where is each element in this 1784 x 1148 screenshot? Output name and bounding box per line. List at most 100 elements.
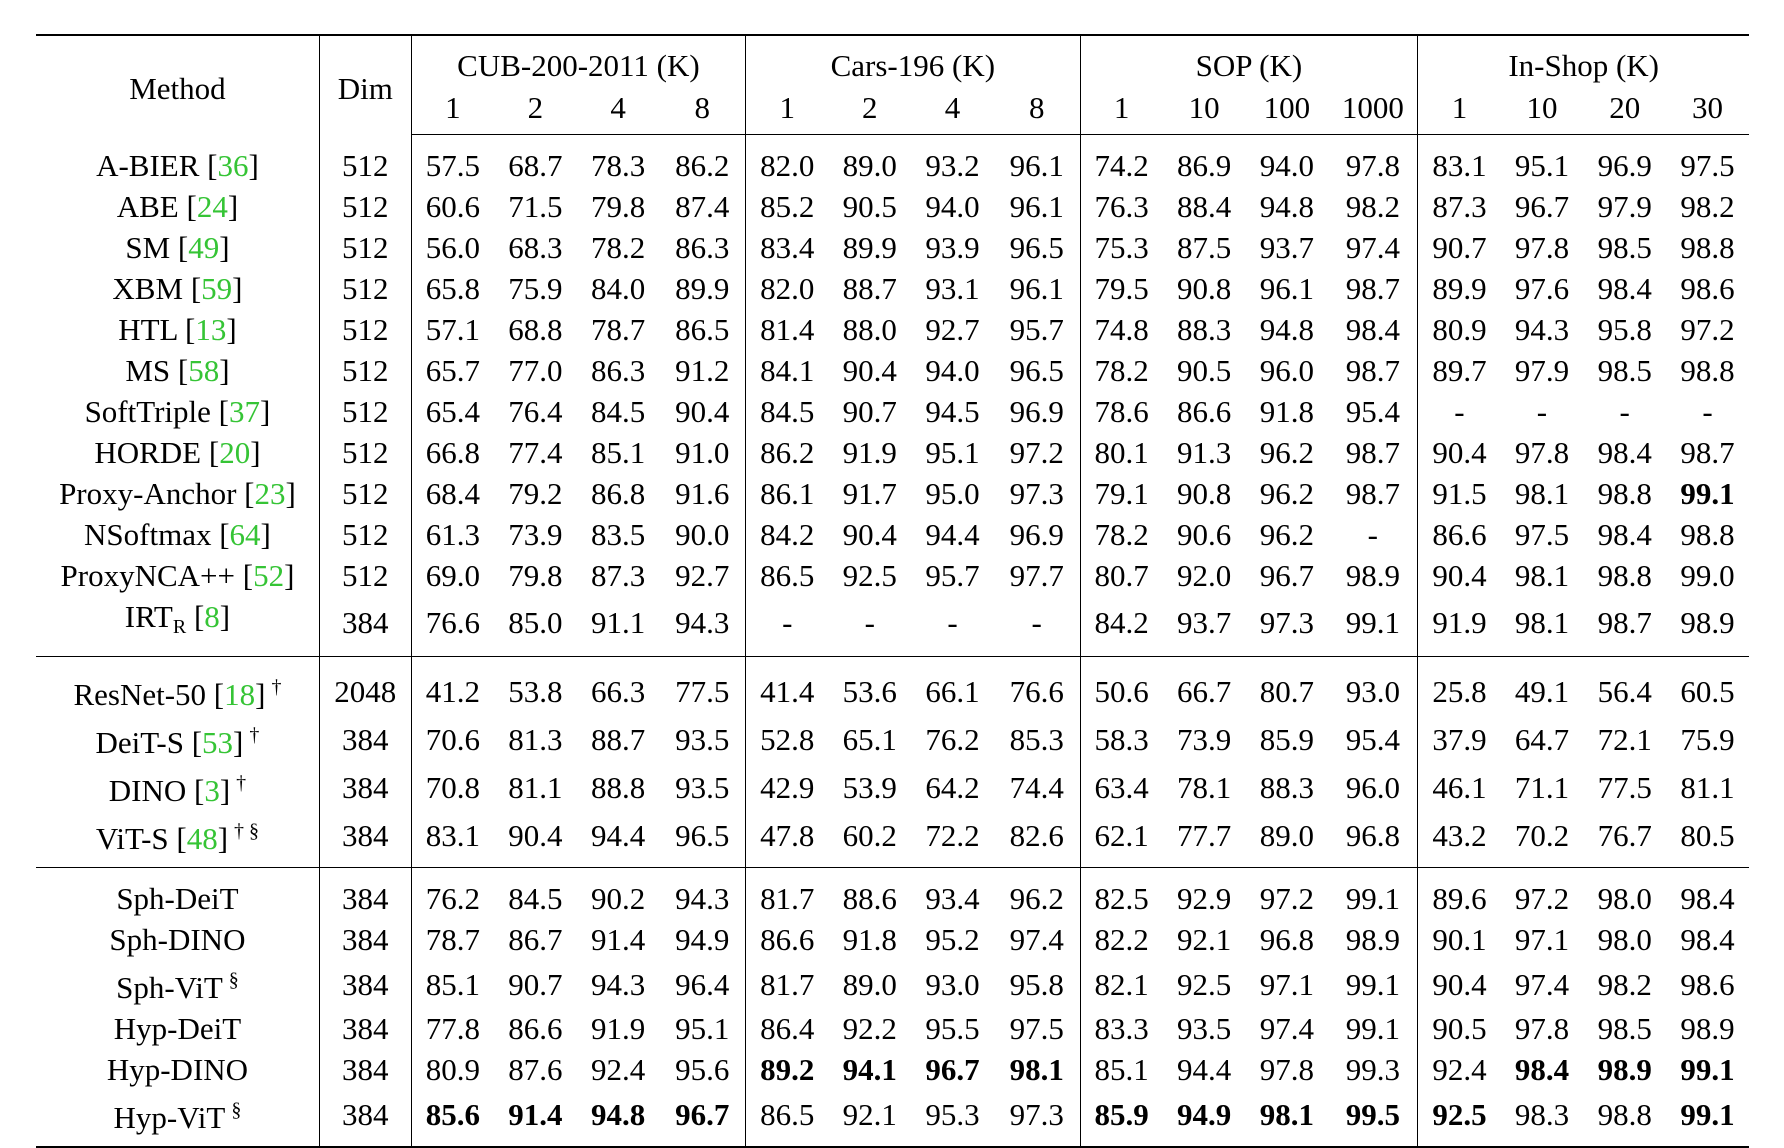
value-cell: 91.9 xyxy=(1417,596,1501,657)
value-cell: 98.8 xyxy=(1680,517,1735,552)
method-cell: Hyp-ViT § xyxy=(36,1090,319,1147)
value-cell: 75.9 xyxy=(508,271,563,306)
section-baselines: A-BIER [36] 512 57.5 68.7 78.3 86.2 82.0 89.0 93… xyxy=(36,134,1749,657)
value-cell: 88.3 xyxy=(1177,312,1232,347)
value-cell: 68.8 xyxy=(508,312,563,347)
method-name: Hyp-ViT xyxy=(113,1100,226,1135)
value-cell: 46.1 xyxy=(1417,763,1501,811)
citation-link[interactable]: 3 xyxy=(204,773,220,808)
table-row: ABE [24] 512 60.6 71.5 79.8 87.4 85.2 90.5 94.0 9… xyxy=(36,186,1749,227)
method-name: Hyp-DINO xyxy=(106,1052,249,1087)
value-cell: 82.0 xyxy=(745,268,829,309)
value-cell: 97.4 xyxy=(1345,230,1400,265)
header-k-cell: 8 xyxy=(659,88,746,135)
header-dim: Dim xyxy=(318,34,412,135)
value-cell: 96.9 xyxy=(1009,517,1064,552)
value-cell: 91.8 xyxy=(842,922,897,957)
value-cell: 72.2 xyxy=(925,817,980,853)
value-cell: 90.8 xyxy=(1177,271,1232,306)
citation-link[interactable]: 36 xyxy=(217,147,249,183)
value-cell: 97.3 xyxy=(1009,476,1064,511)
header-k-cell: 1 xyxy=(410,88,494,135)
citation-link[interactable]: 59 xyxy=(201,271,233,306)
header-group-cub: CUB-200-2011 (K) xyxy=(410,34,746,88)
header-k-row: 1 2 4 8 1 2 4 8 1 10 100 1000 1 10 20 30 xyxy=(36,88,1749,135)
table-row: DINO [3] † 384 70.8 81.1 88.8 93.5 42.9 53.9 64.2… xyxy=(36,763,1749,811)
value-cell: 76.3 xyxy=(1079,186,1163,227)
citation-link[interactable]: 48 xyxy=(186,821,218,856)
dim-cell: 384 xyxy=(318,1090,412,1147)
value-cell: 97.8 xyxy=(1259,1052,1315,1087)
value-cell: 86.6 xyxy=(1177,394,1232,429)
value-cell: 85.3 xyxy=(1009,721,1064,757)
citation-link[interactable]: 23 xyxy=(254,476,286,511)
table-row: Sph-DINO 384 78.7 86.7 91.4 94.9 86.6 91.8 95.2 9… xyxy=(36,919,1749,960)
value-cell: 43.2 xyxy=(1417,811,1501,868)
value-cell: 70.2 xyxy=(1514,817,1570,853)
header-k-cell: 2 xyxy=(828,88,912,135)
citation-link[interactable]: 52 xyxy=(253,558,285,593)
value-cell: 96.7 xyxy=(1259,558,1315,593)
method-name: Hyp-DeiT xyxy=(113,1011,242,1046)
header-k-cell: 20 xyxy=(1583,88,1667,135)
value-cell: 65.1 xyxy=(842,721,897,757)
method-name: XBM xyxy=(112,271,184,306)
citation-link[interactable]: 18 xyxy=(224,677,256,712)
citation-link[interactable]: 13 xyxy=(195,312,227,347)
value-cell: 74.4 xyxy=(1009,769,1064,805)
citation-link[interactable]: 49 xyxy=(188,230,220,265)
dim-cell: 512 xyxy=(318,268,412,309)
method-cell: NSoftmax [64] xyxy=(84,517,271,552)
value-cell: 87.3 xyxy=(1417,186,1501,227)
citation-link[interactable]: 24 xyxy=(196,189,228,224)
dim-cell: 512 xyxy=(318,432,412,473)
value-cell: 49.1 xyxy=(1500,656,1584,715)
method-name: HTL xyxy=(118,312,178,347)
value-cell: 97.2 xyxy=(1245,867,1329,919)
value-cell: 97.3 xyxy=(1259,604,1315,640)
value-cell: 95.1 xyxy=(925,435,980,470)
citation-link[interactable]: 8 xyxy=(204,599,220,634)
citation-link[interactable]: 37 xyxy=(228,394,260,429)
value-cell: 80.7 xyxy=(1079,555,1163,596)
value-cell: 99.3 xyxy=(1345,1052,1400,1087)
dim-cell: 512 xyxy=(318,227,412,268)
dim-cell: 384 xyxy=(318,1008,412,1049)
value-cell: 96.1 xyxy=(1009,148,1064,183)
value-cell: 94.3 xyxy=(675,604,730,640)
citation-link[interactable]: 53 xyxy=(202,725,234,760)
table-row: ProxyNCA++ [52] 512 69.0 79.8 87.3 92.7 86.5 92… xyxy=(36,555,1749,596)
method-name: A-BIER xyxy=(96,147,200,183)
value-cell: 90.5 xyxy=(1177,353,1232,388)
value-cell: 84.2 xyxy=(1079,596,1163,657)
value-cell: 71.5 xyxy=(508,189,563,224)
value-cell: 57.1 xyxy=(410,309,494,350)
citation-link[interactable]: 58 xyxy=(188,353,220,388)
citation-link[interactable]: 64 xyxy=(229,517,261,552)
value-cell: 88.4 xyxy=(1177,189,1232,224)
value-cell: 93.5 xyxy=(675,769,730,805)
value-cell: 93.9 xyxy=(925,230,980,265)
value-cell: 80.1 xyxy=(1079,432,1163,473)
value-cell: 95.7 xyxy=(925,558,980,593)
value-cell: 98.8 xyxy=(1597,1096,1652,1132)
value-cell: 78.2 xyxy=(1079,514,1163,555)
value-cell: 96.4 xyxy=(675,966,730,1002)
value-cell: 79.1 xyxy=(1079,473,1163,514)
value-cell: 96.0 xyxy=(1259,353,1315,388)
value-cell: 97.4 xyxy=(1259,1011,1315,1046)
value-cell: 65.7 xyxy=(410,350,494,391)
citation-link[interactable]: 20 xyxy=(219,435,251,470)
header-group-cars: Cars-196 (K) xyxy=(745,34,1081,88)
value-cell: 96.8 xyxy=(1345,817,1400,853)
value-cell: 94.9 xyxy=(675,922,730,957)
section-backbones: ResNet-50 [18] † 2048 41.2 53.8 66.3 77.5 41.4 5… xyxy=(36,656,1749,868)
value-cell: 88.7 xyxy=(842,271,897,306)
table-row: SM [49] 512 56.0 68.3 78.2 86.3 83.4 89.9 93.9 96… xyxy=(36,227,1749,268)
value-cell: 98.5 xyxy=(1597,353,1652,388)
value-cell: 91.4 xyxy=(590,922,646,957)
value-cell: 61.3 xyxy=(410,514,494,555)
value-cell: 97.5 xyxy=(1514,517,1570,552)
value-cell: 85.1 xyxy=(590,435,646,470)
value-cell: - xyxy=(947,604,958,640)
